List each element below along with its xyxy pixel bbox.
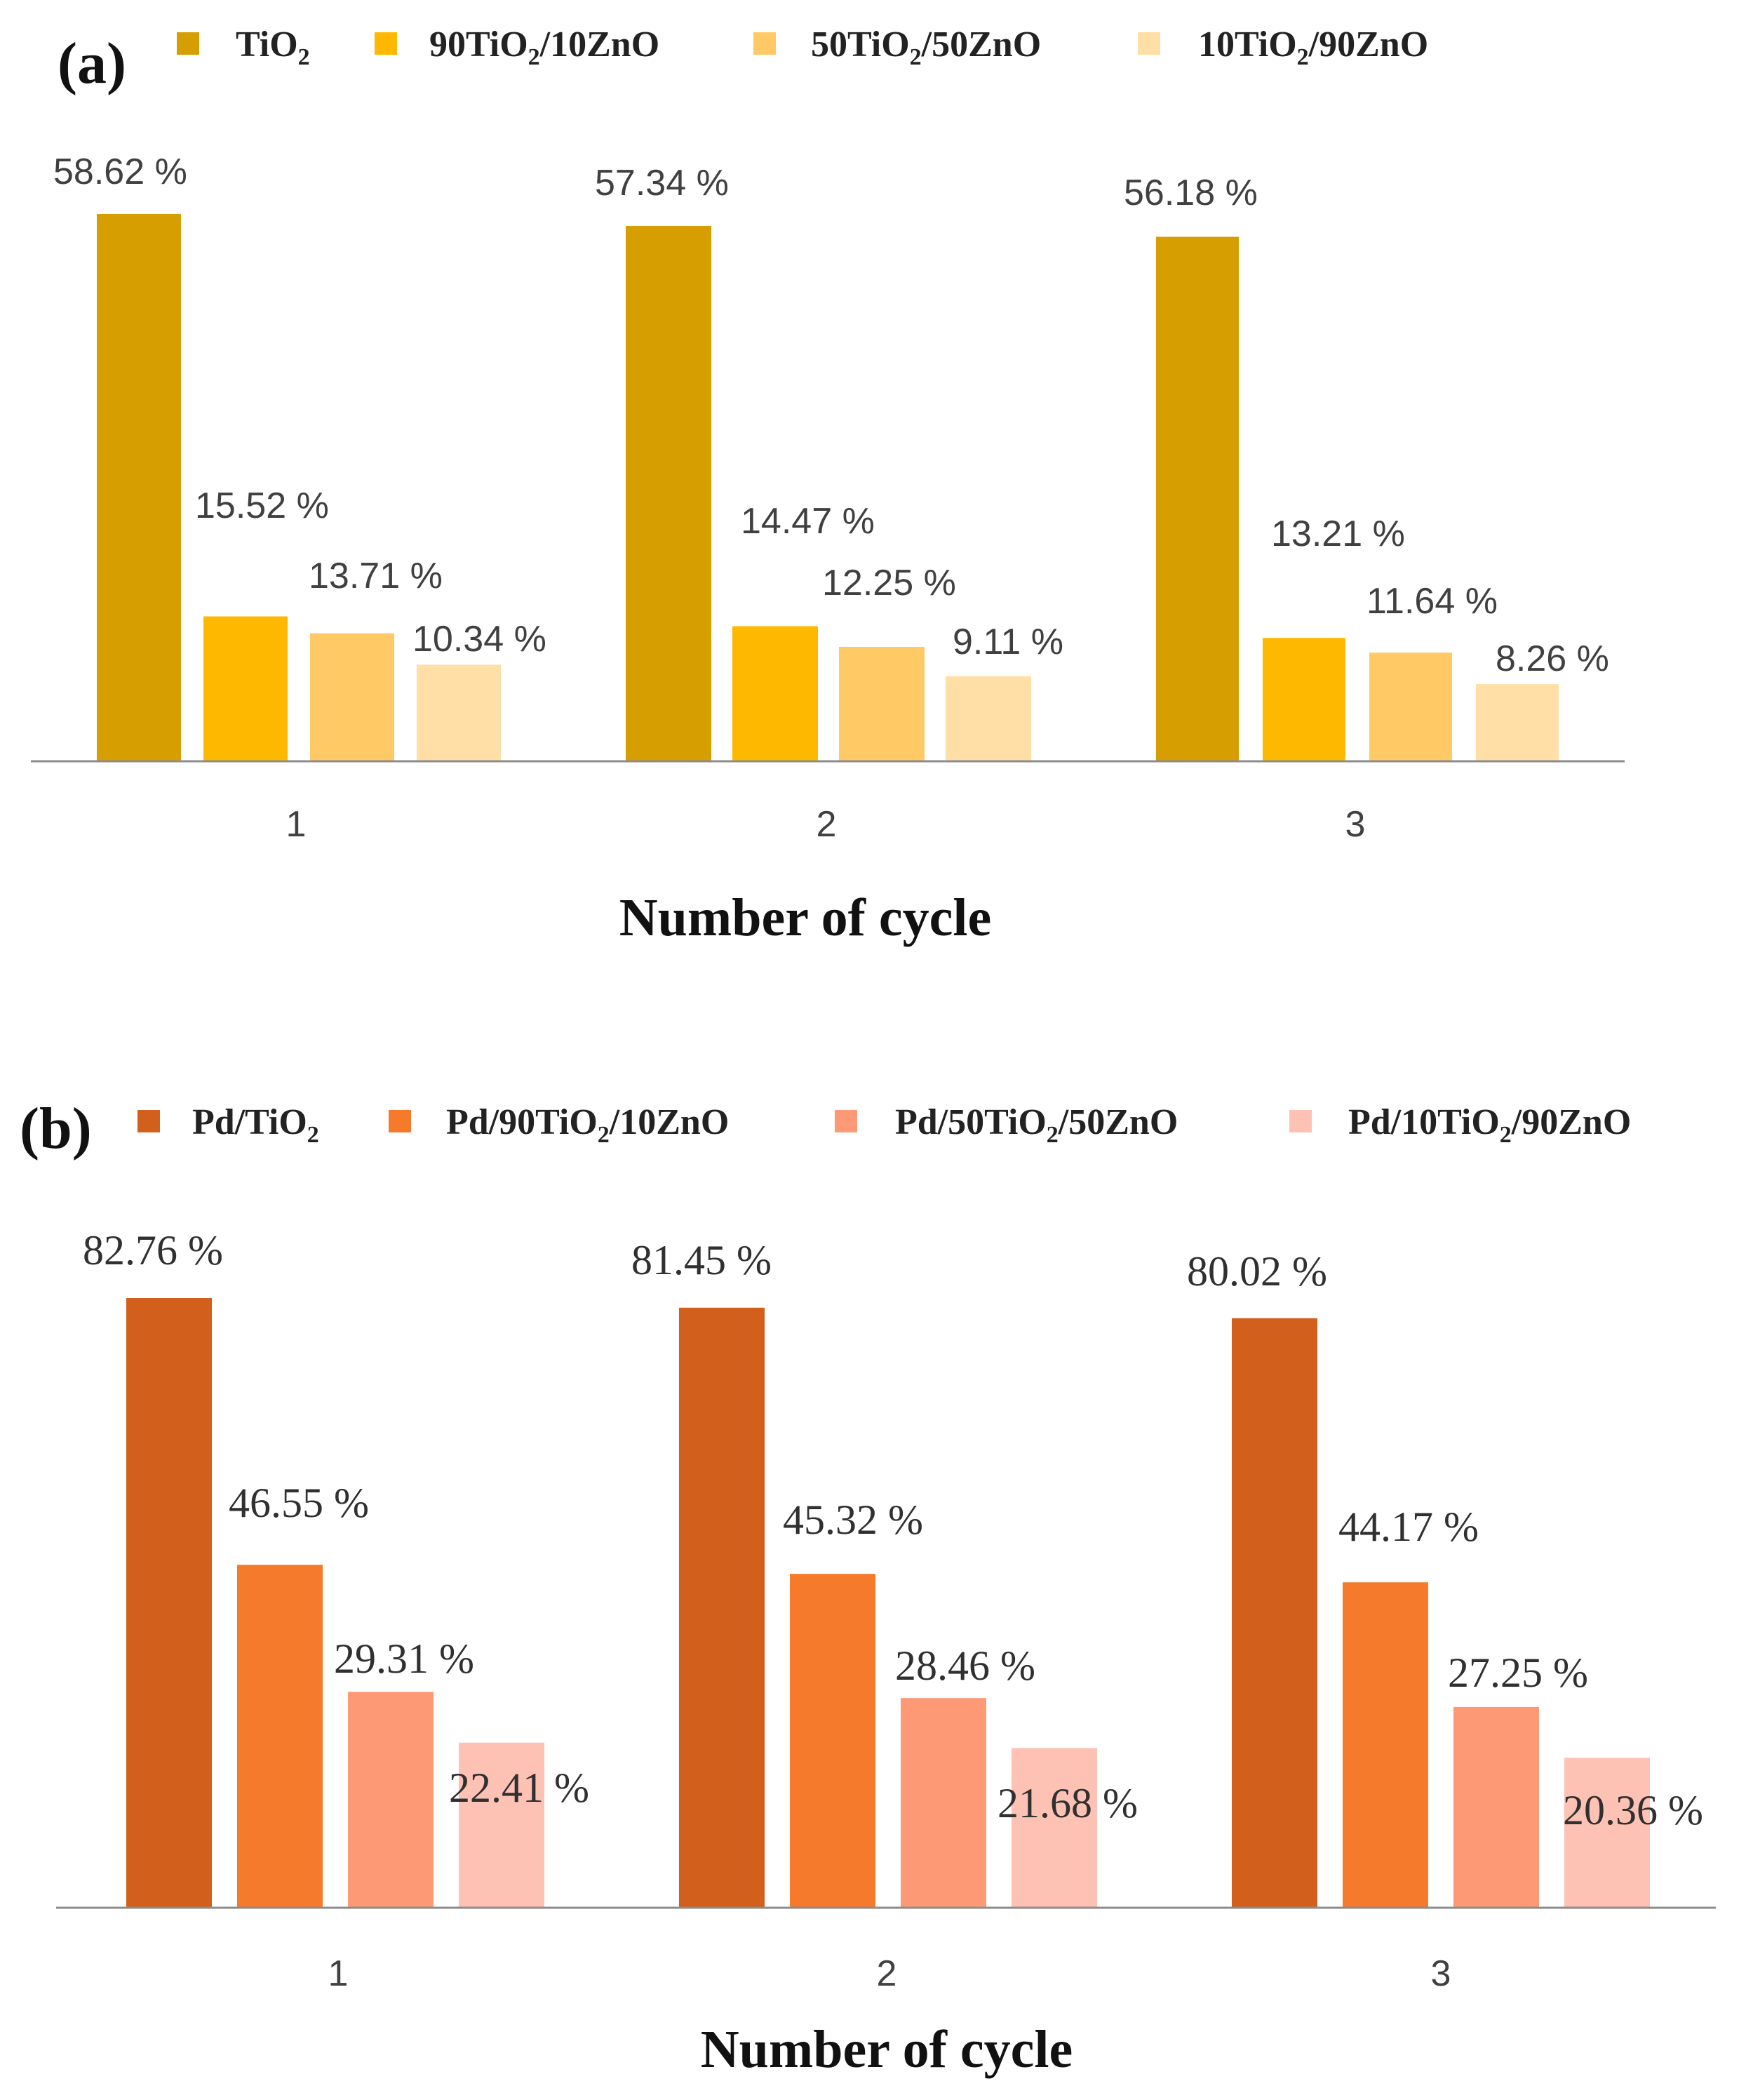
legend-label-b-1: Pd/TiO2 <box>192 1102 319 1148</box>
bar-a-cycle1-series4 <box>417 664 501 761</box>
data-label-a-cycle3-series2: 13.21 % <box>1271 514 1405 554</box>
data-label-b-cycle1-series4: 22.41 % <box>449 1765 589 1811</box>
data-label-b-cycle3-series1: 80.02 % <box>1187 1248 1327 1295</box>
legend-swatch-b-4 <box>1289 1110 1312 1132</box>
bar-b-cycle1-series3 <box>348 1692 434 1908</box>
bar-a-cycle1-series1 <box>97 214 181 761</box>
panel-label-a: (a) <box>58 31 126 96</box>
legend-label-b-2: Pd/90TiO2/10ZnO <box>446 1102 729 1148</box>
x-tick-label-b-3: 3 <box>1431 1953 1451 1994</box>
legend-label-a-1: TiO2 <box>236 25 310 70</box>
x-tick-label-a-3: 3 <box>1345 804 1366 845</box>
bar-a-cycle3-series3 <box>1369 653 1452 761</box>
legend-label-a-3: 50TiO2/50ZnO <box>811 25 1041 70</box>
data-label-a-cycle3-series1: 56.18 % <box>1124 173 1258 213</box>
data-label-a-cycle2-series4: 9.11 % <box>953 622 1063 662</box>
bar-b-cycle3-series3 <box>1453 1706 1539 1908</box>
bar-b-cycle2-series1 <box>679 1307 765 1908</box>
legend-label-a-2: 90TiO2/10ZnO <box>429 25 659 70</box>
data-label-a-cycle1-series1: 58.62 % <box>53 152 187 192</box>
bar-a-cycle3-series4 <box>1476 684 1559 761</box>
legend-label-b-3: Pd/50TiO2/50ZnO <box>895 1102 1178 1148</box>
chart-panel-b: (b) Pd/TiO2 Pd/90TiO2/10ZnO Pd/50TiO2/50ZnO… <box>20 1096 1716 2079</box>
bar-b-cycle2-series4 <box>1012 1748 1097 1908</box>
bar-b-cycle1-series4 <box>459 1742 544 1908</box>
bar-a-cycle3-series2 <box>1263 638 1345 761</box>
bar-a-cycle2-series1 <box>626 226 711 761</box>
data-label-a-cycle1-series2: 15.52 % <box>195 486 329 526</box>
bar-b-cycle1-series1 <box>126 1298 212 1908</box>
bar-b-cycle1-series2 <box>237 1565 323 1908</box>
x-tick-label-a-2: 2 <box>817 804 837 845</box>
bar-a-cycle2-series3 <box>839 647 925 761</box>
bar-a-cycle3-series1 <box>1156 236 1239 761</box>
legend-swatch-b-3 <box>835 1110 857 1132</box>
bar-b-cycle3-series2 <box>1343 1582 1428 1908</box>
data-label-a-cycle2-series3: 12.25 % <box>822 563 956 603</box>
bar-b-cycle3-series4 <box>1564 1758 1650 1908</box>
bar-b-cycle2-series2 <box>790 1574 875 1908</box>
data-label-b-cycle2-series4: 21.68 % <box>998 1780 1138 1826</box>
data-label-a-cycle2-series1: 57.34 % <box>595 163 729 203</box>
legend-label-b-4: Pd/10TiO2/90ZnO <box>1348 1102 1631 1148</box>
bar-b-cycle3-series1 <box>1232 1318 1317 1908</box>
chart-panel-a: (a) TiO2 90TiO2/10ZnO 50TiO2/50ZnO 10TiO2/90… <box>31 25 1625 947</box>
x-axis-title-b: Number of cycle <box>701 2020 1073 2079</box>
x-axis-title-a: Number of cycle <box>619 888 991 947</box>
data-label-b-cycle1-series3: 29.31 % <box>334 1636 474 1682</box>
x-tick-label-b-1: 1 <box>328 1953 349 1994</box>
data-label-b-cycle1-series2: 46.55 % <box>229 1480 369 1526</box>
legend-swatch-b-2 <box>389 1110 411 1132</box>
legend-swatch-a-2 <box>375 32 397 55</box>
bar-a-cycle1-series2 <box>203 616 288 761</box>
panel-label-b: (b) <box>20 1096 92 1161</box>
x-tick-label-a-1: 1 <box>286 804 307 845</box>
bar-a-cycle1-series3 <box>310 633 394 761</box>
legend-swatch-a-1 <box>177 32 199 55</box>
data-label-b-cycle2-series3: 28.46 % <box>895 1643 1035 1689</box>
data-label-b-cycle3-series2: 44.17 % <box>1338 1504 1479 1550</box>
data-label-b-cycle2-series2: 45.32 % <box>783 1497 923 1543</box>
bar-a-cycle2-series4 <box>946 676 1031 761</box>
bar-a-cycle2-series2 <box>732 626 818 761</box>
data-label-b-cycle2-series1: 81.45 % <box>631 1237 772 1283</box>
data-label-b-cycle3-series4: 20.36 % <box>1563 1787 1703 1833</box>
data-label-a-cycle3-series3: 11.64 % <box>1366 581 1498 622</box>
legend-swatch-b-1 <box>137 1110 160 1132</box>
x-tick-label-b-2: 2 <box>877 1953 897 1994</box>
data-label-a-cycle3-series4: 8.26 % <box>1496 638 1609 679</box>
legend-swatch-a-3 <box>753 32 776 55</box>
data-label-a-cycle2-series2: 14.47 % <box>741 501 875 542</box>
data-label-b-cycle1-series1: 82.76 % <box>83 1227 223 1273</box>
data-label-a-cycle1-series4: 10.34 % <box>412 619 546 660</box>
data-label-a-cycle1-series3: 13.71 % <box>309 556 443 596</box>
bar-b-cycle2-series3 <box>901 1698 986 1908</box>
legend-label-a-4: 10TiO2/90ZnO <box>1198 25 1428 70</box>
data-label-b-cycle3-series3: 27.25 % <box>1448 1650 1588 1696</box>
legend-swatch-a-4 <box>1138 32 1160 55</box>
